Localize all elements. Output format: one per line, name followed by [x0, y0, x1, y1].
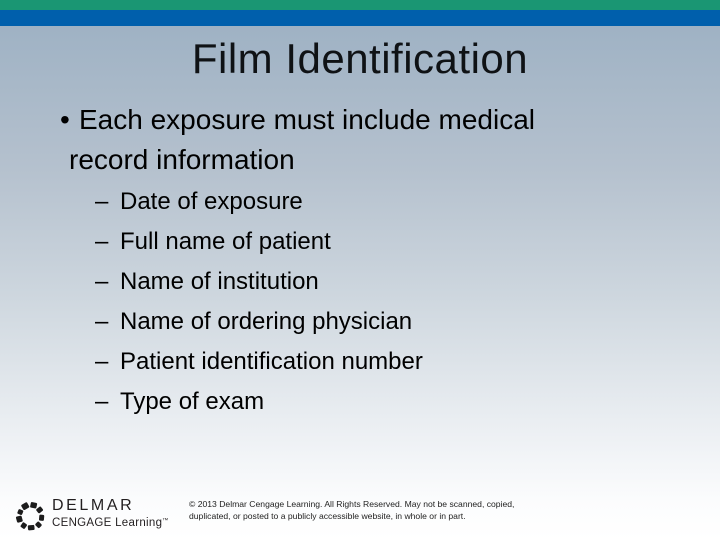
top-stripe-green: [0, 0, 720, 10]
main-bullet-text: Each exposure must include medical: [79, 104, 536, 135]
copyright-line-2: duplicated, or posted to a publicly acce…: [189, 511, 466, 521]
sub-bullet-label: Name of ordering physician: [120, 308, 413, 335]
dash-marker: –: [95, 308, 109, 335]
copyright-line-1: © 2013 Delmar Cengage Learning. All Righ…: [189, 499, 515, 509]
main-bullet-line-2: record information: [69, 144, 295, 175]
slide-background: [0, 26, 720, 540]
delmar-cengage-logo: DELMAR CENGAGE Learning™: [15, 497, 169, 534]
bullet-dot-icon: •: [60, 104, 70, 135]
sub-bullet-label: Full name of patient: [120, 228, 331, 255]
dash-marker: –: [95, 388, 109, 415]
cengage-starburst-icon: [15, 502, 45, 531]
logo-subbrand-text: CENGAGE Learning™: [52, 515, 169, 529]
dash-marker: –: [95, 348, 109, 375]
sub-bullet-item: – Date of exposure: [95, 182, 423, 222]
sub-bullet-label: Name of institution: [120, 268, 319, 295]
sub-bullet-item: – Patient identification number: [95, 342, 423, 382]
sub-bullet-item: – Type of exam: [95, 382, 423, 422]
dash-marker: –: [95, 188, 109, 215]
sub-bullet-item: – Name of institution: [95, 262, 423, 302]
logo-brand-text: DELMAR: [52, 497, 135, 514]
sub-bullet-item: – Name of ordering physician: [95, 302, 423, 342]
copyright-text: © 2013 Delmar Cengage Learning. All Righ…: [189, 498, 514, 522]
dash-marker: –: [95, 268, 109, 295]
logo-text: DELMAR CENGAGE Learning™: [52, 497, 169, 529]
sub-bullet-list: – Date of exposure – Full name of patient …: [95, 182, 423, 422]
main-bullet: • Each exposure must include medical reco…: [60, 100, 649, 180]
sub-bullet-label: Type of exam: [120, 388, 265, 415]
sub-bullet-label: Patient identification number: [120, 348, 423, 375]
main-bullet-line-1: • Each exposure must include medical: [60, 100, 649, 140]
sub-bullet-label: Date of exposure: [120, 188, 303, 215]
sub-bullet-item: – Full name of patient: [95, 222, 423, 262]
logo-subbrand-label: CENGAGE Learning: [52, 517, 163, 529]
trademark-symbol: ™: [162, 518, 169, 524]
top-stripe-blue: [0, 10, 720, 26]
slide-title: Film Identification: [191, 35, 529, 82]
dash-marker: –: [95, 228, 109, 255]
